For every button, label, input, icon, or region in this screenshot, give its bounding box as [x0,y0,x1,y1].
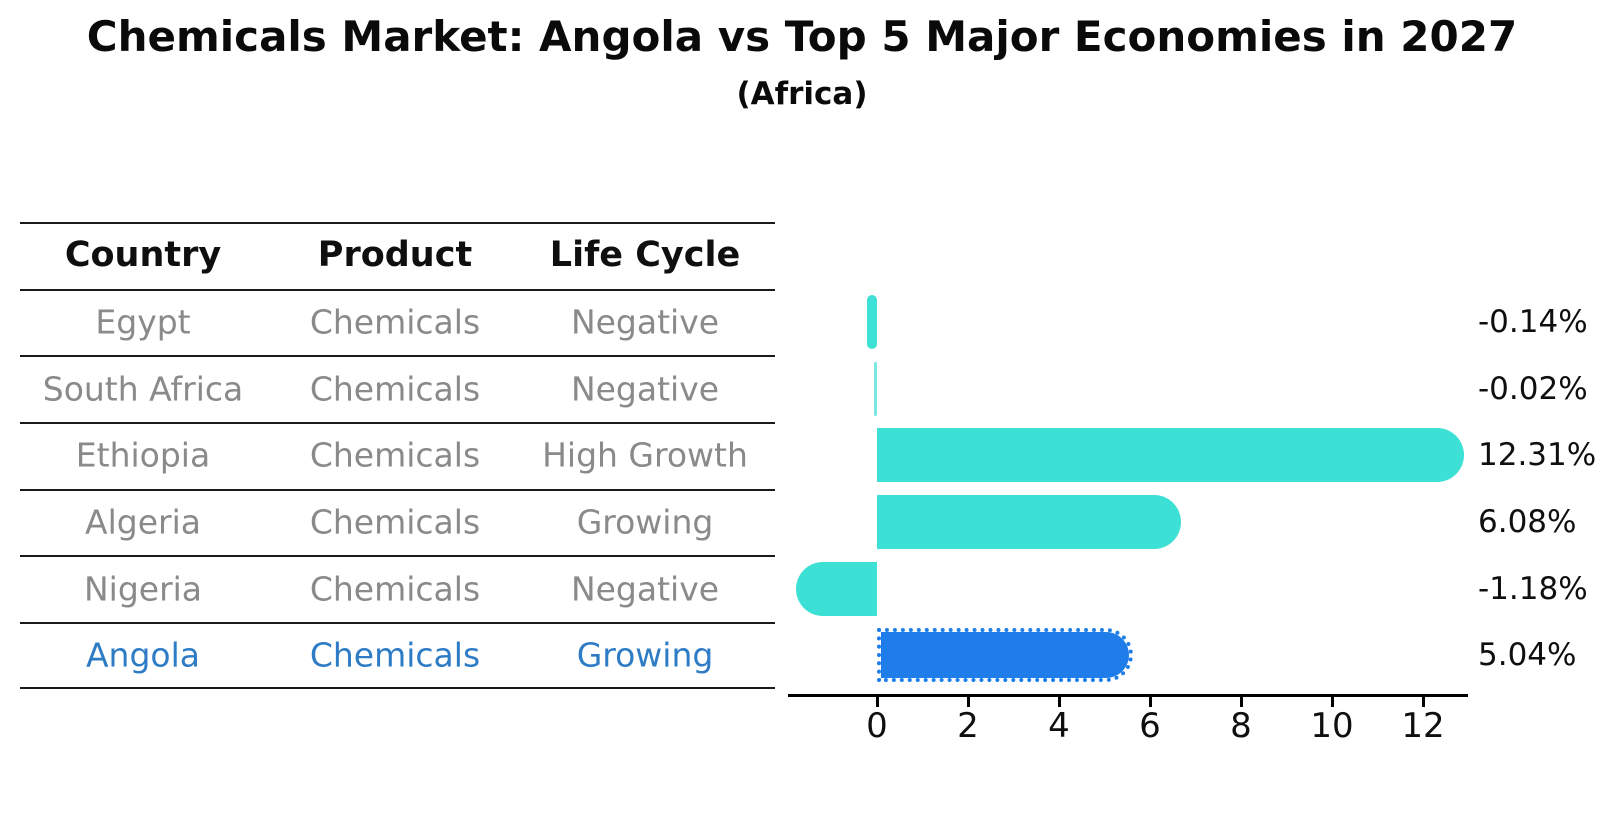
table-cell-life-cycle: Growing [576,502,714,542]
x-tick-mark-6 [1148,697,1152,707]
table-rule-4 [20,489,775,491]
value-label-angola: 5.04% [1478,637,1577,673]
bar-algeria [877,495,1181,549]
column-header-life-cycle: Life Cycle [549,235,741,275]
x-tick-label-8: 8 [1230,706,1252,746]
chart-subtitle: (Africa) [736,76,868,112]
table-cell-country: Nigeria [83,569,203,609]
table-cell-product: Chemicals [309,569,481,609]
x-tick-label-10: 10 [1310,706,1354,746]
table-cell-product: Chemicals [309,435,481,475]
x-tick-label-6: 6 [1139,706,1161,746]
value-label-algeria: 6.08% [1478,504,1577,540]
table-cell-life-cycle: Negative [570,302,720,342]
table-cell-life-cycle: Negative [570,569,720,609]
table-cell-country: Egypt [95,302,191,342]
value-label-egypt: -0.14% [1478,304,1588,340]
table-cell-country: Angola [85,635,201,675]
column-header-country: Country [64,235,222,275]
bar-south-africa [874,362,877,416]
bar-egypt [867,295,877,349]
table-rule-3 [20,422,775,424]
value-label-south-africa: -0.02% [1478,371,1588,407]
table-cell-country: South Africa [42,369,244,409]
table-cell-life-cycle: Growing [576,635,714,675]
table-cell-product: Chemicals [309,502,481,542]
table-cell-product: Chemicals [309,635,481,675]
column-header-product: Product [317,235,473,275]
table-cell-country: Ethiopia [75,435,211,475]
x-tick-label-0: 0 [866,706,888,746]
table-rule-6 [20,622,775,624]
table-cell-product: Chemicals [309,302,481,342]
x-tick-label-2: 2 [957,706,979,746]
value-label-nigeria: -1.18% [1478,571,1588,607]
table-cell-life-cycle: Negative [570,369,720,409]
table-rule-5 [20,555,775,557]
table-cell-country: Algeria [85,502,201,542]
x-tick-mark-10 [1330,697,1334,707]
chart-title: Chemicals Market: Angola vs Top 5 Major … [86,12,1518,61]
table-rule-1 [20,289,775,291]
x-tick-mark-2 [966,697,970,707]
x-tick-mark-0 [875,697,879,707]
x-tick-mark-4 [1057,697,1061,707]
x-axis-line [788,694,1468,697]
x-tick-mark-12 [1421,697,1425,707]
value-label-ethiopia: 12.31% [1478,437,1597,473]
table-cell-product: Chemicals [309,369,481,409]
bar-ethiopia [877,428,1465,482]
bar-angola [877,628,1134,682]
table-rule-2 [20,355,775,357]
bar-nigeria [796,562,877,616]
table-rule-7 [20,687,775,689]
country-table: Country Product Life Cycle Egypt Chemicals Ne… [20,222,775,689]
table-rule-0 [20,222,775,224]
x-tick-mark-8 [1239,697,1243,707]
table-cell-life-cycle: High Growth [542,435,748,475]
x-tick-label-12: 12 [1401,706,1445,746]
x-tick-label-4: 4 [1048,706,1070,746]
